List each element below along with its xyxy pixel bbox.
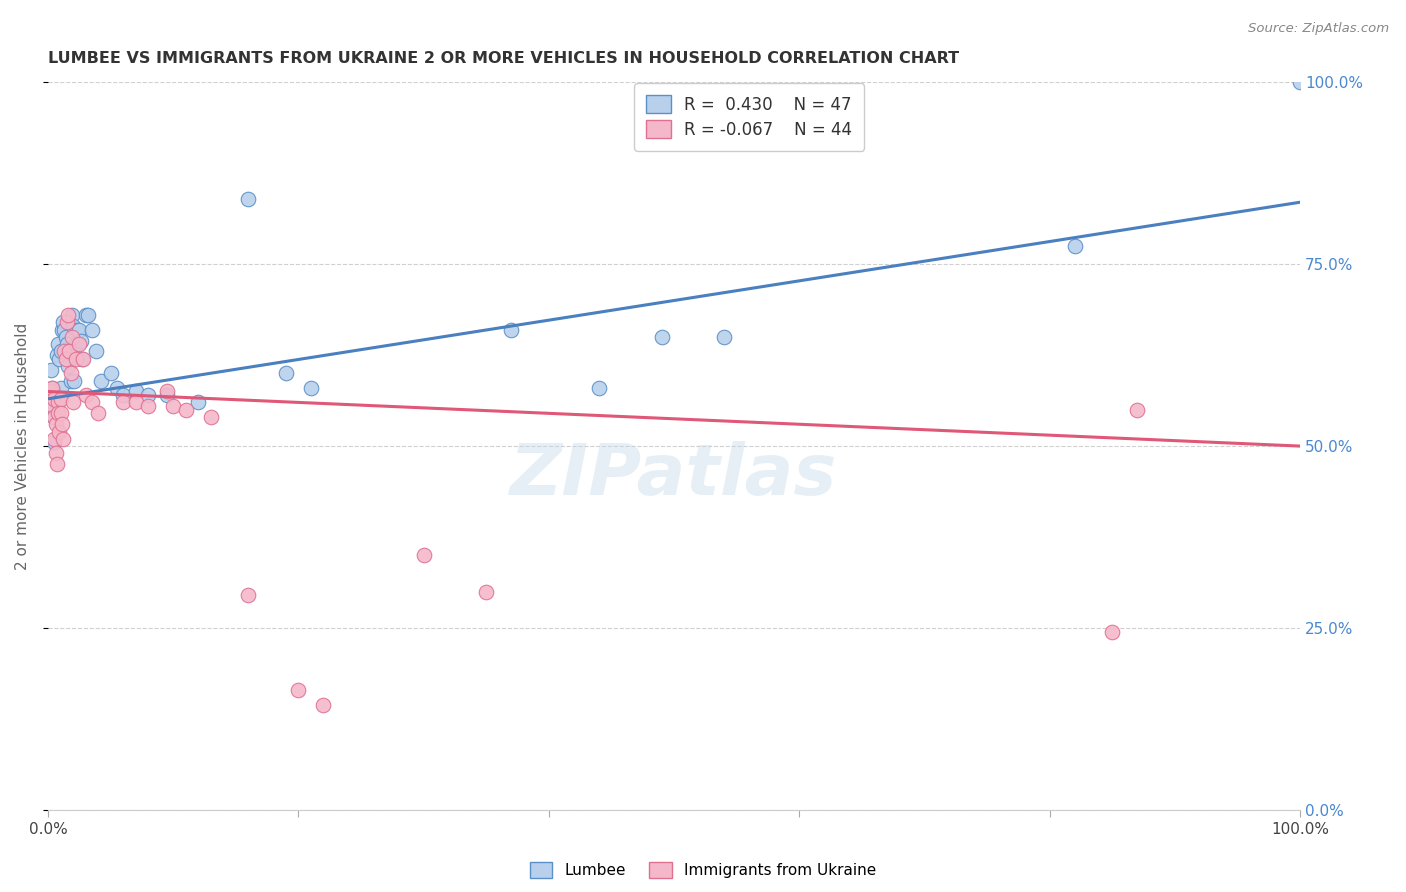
Point: [41, 381, 63, 395]
Point: [46, 406, 69, 420]
Point: [56, 315, 79, 329]
Point: [200, 409, 222, 424]
Point: [42, 399, 65, 413]
Point: [44, 432, 66, 446]
Point: [45, 417, 67, 432]
Point: [136, 388, 159, 402]
Point: [1289, 75, 1312, 89]
Point: [51, 417, 73, 432]
Point: [312, 698, 335, 712]
Point: [56, 337, 79, 351]
Point: [162, 399, 184, 413]
Point: [75, 388, 97, 402]
Point: [63, 374, 86, 388]
Point: [84, 344, 107, 359]
Point: [1063, 239, 1085, 253]
Point: [44, 435, 66, 450]
Point: [44, 392, 66, 406]
Point: [49, 344, 72, 359]
Point: [51, 323, 73, 337]
Point: [136, 399, 159, 413]
Point: [45, 446, 67, 460]
Point: [650, 330, 672, 344]
Point: [45, 458, 67, 472]
Point: [713, 330, 735, 344]
Point: [125, 384, 148, 399]
Point: [238, 192, 260, 206]
Point: [67, 323, 90, 337]
Point: [46, 395, 69, 409]
Point: [58, 344, 80, 359]
Point: [65, 351, 87, 366]
Point: [45, 348, 67, 362]
Point: [80, 395, 103, 409]
Point: [62, 395, 84, 409]
Point: [112, 395, 135, 409]
Point: [80, 323, 103, 337]
Point: [187, 395, 209, 409]
Point: [65, 337, 87, 351]
Point: [45, 388, 67, 402]
Point: [60, 330, 83, 344]
Point: [72, 351, 94, 366]
Point: [75, 308, 97, 322]
Point: [55, 330, 77, 344]
Point: [412, 549, 434, 563]
Point: [55, 351, 77, 366]
Point: [49, 392, 72, 406]
Point: [44, 409, 66, 424]
Point: [287, 682, 309, 697]
Text: ZIPatlas: ZIPatlas: [510, 441, 838, 509]
Point: [70, 351, 93, 366]
Legend: R =  0.430    N = 47, R = -0.067    N = 44: R = 0.430 N = 47, R = -0.067 N = 44: [634, 83, 865, 151]
Point: [87, 406, 110, 420]
Legend: Lumbee, Immigrants from Ukraine: Lumbee, Immigrants from Ukraine: [523, 856, 883, 884]
Point: [60, 308, 83, 322]
Point: [1126, 402, 1149, 417]
Point: [274, 366, 297, 380]
Point: [501, 323, 523, 337]
Point: [69, 334, 91, 348]
Point: [475, 584, 498, 599]
Point: [299, 381, 322, 395]
Point: [100, 366, 122, 380]
Point: [90, 374, 112, 388]
Y-axis label: 2 or more Vehicles in Household: 2 or more Vehicles in Household: [15, 323, 30, 570]
Point: [41, 381, 63, 395]
Point: [1101, 624, 1123, 639]
Point: [44, 409, 66, 424]
Point: [59, 366, 82, 380]
Point: [66, 323, 89, 337]
Point: [48, 351, 70, 366]
Point: [156, 384, 179, 399]
Point: [67, 337, 90, 351]
Point: [52, 432, 75, 446]
Text: Source: ZipAtlas.com: Source: ZipAtlas.com: [1249, 22, 1389, 36]
Point: [52, 315, 75, 329]
Point: [39, 384, 62, 399]
Point: [42, 399, 65, 413]
Point: [46, 337, 69, 351]
Point: [77, 308, 100, 322]
Point: [53, 323, 76, 337]
Point: [588, 381, 610, 395]
Point: [59, 374, 82, 388]
Point: [56, 308, 79, 322]
Point: [53, 344, 76, 359]
Point: [156, 388, 179, 402]
Point: [56, 359, 79, 373]
Point: [39, 362, 62, 376]
Point: [238, 588, 260, 602]
Point: [174, 402, 197, 417]
Point: [48, 425, 70, 439]
Point: [49, 406, 72, 420]
Point: [105, 381, 128, 395]
Point: [62, 318, 84, 333]
Text: LUMBEE VS IMMIGRANTS FROM UKRAINE 2 OR MORE VEHICLES IN HOUSEHOLD CORRELATION CH: LUMBEE VS IMMIGRANTS FROM UKRAINE 2 OR M…: [48, 51, 959, 66]
Point: [112, 388, 135, 402]
Point: [125, 395, 148, 409]
Point: [49, 381, 72, 395]
